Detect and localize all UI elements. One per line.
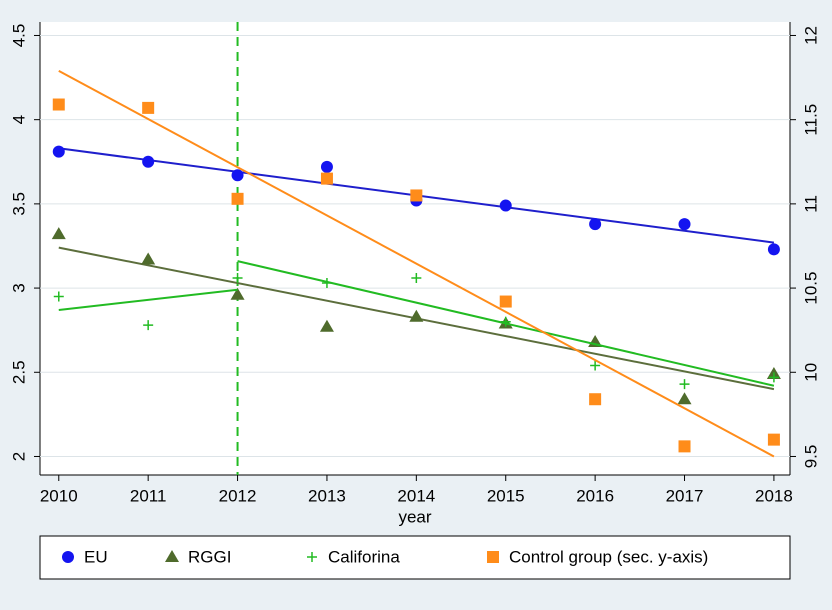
x-tick-label: 2017 — [666, 486, 704, 505]
point — [230, 287, 245, 300]
x-tick-label: 2011 — [130, 486, 167, 505]
y2-tick-label: 12 — [801, 26, 820, 45]
y-tick-label: 3.5 — [9, 192, 28, 216]
point — [500, 316, 511, 327]
x-tick-label: 2018 — [755, 486, 793, 505]
point — [499, 295, 512, 308]
point — [410, 189, 423, 202]
point — [589, 393, 602, 406]
y2-tick-label: 10 — [801, 363, 820, 382]
point — [141, 252, 156, 265]
y-tick-label: 4.5 — [9, 24, 28, 48]
legend-marker — [487, 551, 499, 563]
point — [320, 160, 333, 173]
point — [589, 218, 602, 231]
y-tick-label: 4 — [9, 115, 28, 124]
legend-marker — [62, 551, 74, 563]
y2-tick-label: 10.5 — [801, 272, 820, 305]
legend-label: EU — [84, 547, 108, 566]
legend-label: Control group (sec. y-axis) — [509, 547, 708, 566]
point — [678, 218, 691, 231]
y-tick-label: 2 — [9, 452, 28, 461]
y2-tick-label: 9.5 — [801, 445, 820, 469]
x-tick-label: 2016 — [576, 486, 614, 505]
point — [590, 360, 601, 371]
x-tick-label: 2013 — [308, 486, 346, 505]
point — [319, 319, 334, 332]
fit-line — [58, 288, 238, 311]
y2-tick-label: 11 — [801, 195, 820, 213]
point — [143, 320, 154, 331]
point — [411, 272, 422, 283]
point — [53, 291, 64, 302]
point — [677, 392, 692, 405]
point — [231, 169, 244, 182]
point — [767, 243, 780, 256]
point — [232, 272, 243, 283]
point — [320, 172, 333, 185]
point — [142, 155, 155, 168]
legend-label: RGGI — [188, 547, 231, 566]
y-tick-label: 3 — [9, 283, 28, 292]
x-tick-label: 2015 — [487, 486, 525, 505]
point — [679, 379, 690, 390]
point — [768, 372, 779, 383]
legend-label: Califorina — [328, 547, 400, 566]
legend-marker — [165, 550, 179, 562]
legend — [39, 535, 791, 580]
point — [231, 192, 244, 205]
point — [52, 98, 65, 111]
y-tick-label: 2.5 — [9, 360, 28, 384]
point — [51, 227, 66, 240]
x-tick-label: 2010 — [40, 486, 78, 505]
point — [767, 433, 780, 446]
y2-tick-label: 11.5 — [801, 104, 820, 136]
x-axis-label: year — [398, 507, 431, 526]
point — [321, 278, 332, 289]
point — [678, 440, 691, 453]
fit-line — [58, 69, 775, 458]
x-tick-label: 2012 — [219, 486, 257, 505]
point — [499, 199, 512, 212]
point — [142, 101, 155, 114]
plot-area — [40, 22, 790, 475]
point — [52, 145, 65, 158]
legend-marker — [307, 552, 317, 562]
x-tick-label: 2014 — [397, 486, 435, 505]
point — [409, 309, 424, 322]
